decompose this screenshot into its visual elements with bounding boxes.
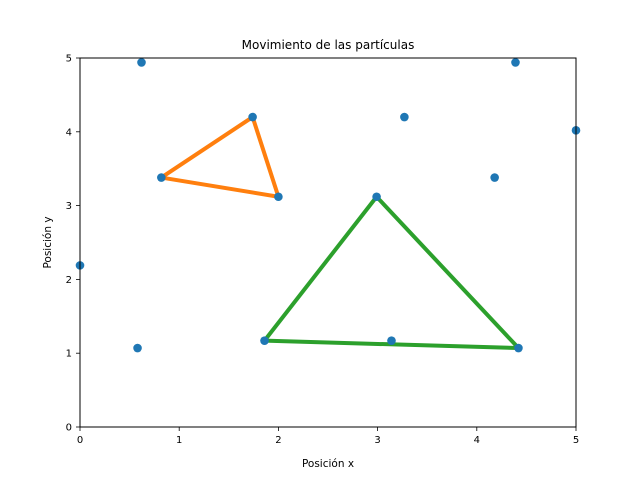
y-tick-label-5: 5 (66, 54, 72, 65)
x-tick-label-1: 1 (176, 435, 182, 446)
y-tick-label-3: 3 (66, 201, 72, 212)
chart-title: Movimiento de las partículas (242, 38, 415, 52)
particle-point-8 (274, 192, 283, 202)
plot-frame (79, 57, 577, 428)
particle-point-13 (387, 336, 396, 345)
particle-point-1 (137, 58, 146, 67)
x-tick-label-5: 5 (573, 435, 579, 446)
particle-point-7 (490, 173, 499, 182)
particle-point-9 (372, 192, 381, 202)
particle-point-12 (260, 336, 269, 345)
particle-point-6 (157, 173, 166, 182)
plot-layer (75, 58, 581, 353)
particle-point-11 (133, 343, 142, 353)
particle-point-14 (514, 343, 523, 353)
y-tick-label-1: 1 (66, 349, 72, 360)
x-tick-label-4: 4 (474, 435, 480, 446)
y-tick-label-4: 4 (66, 127, 72, 138)
x-tick-label-3: 3 (374, 435, 380, 446)
x-tick-label-0: 0 (77, 435, 83, 446)
tick-layer: 0 1 2 3 4 5 0 1 2 3 4 5 (66, 54, 580, 447)
particle-point-2 (511, 58, 520, 67)
triangle-1-line (159, 115, 281, 199)
y-tick-label-0: 0 (66, 423, 72, 434)
y-axis-label: Posición y (42, 216, 54, 268)
x-tick-label-2: 2 (275, 435, 281, 446)
y-tick-label-2: 2 (66, 275, 72, 286)
particle-point-3 (248, 112, 257, 122)
particle-point-4 (400, 112, 409, 122)
x-axis-label: Posición x (302, 458, 354, 470)
